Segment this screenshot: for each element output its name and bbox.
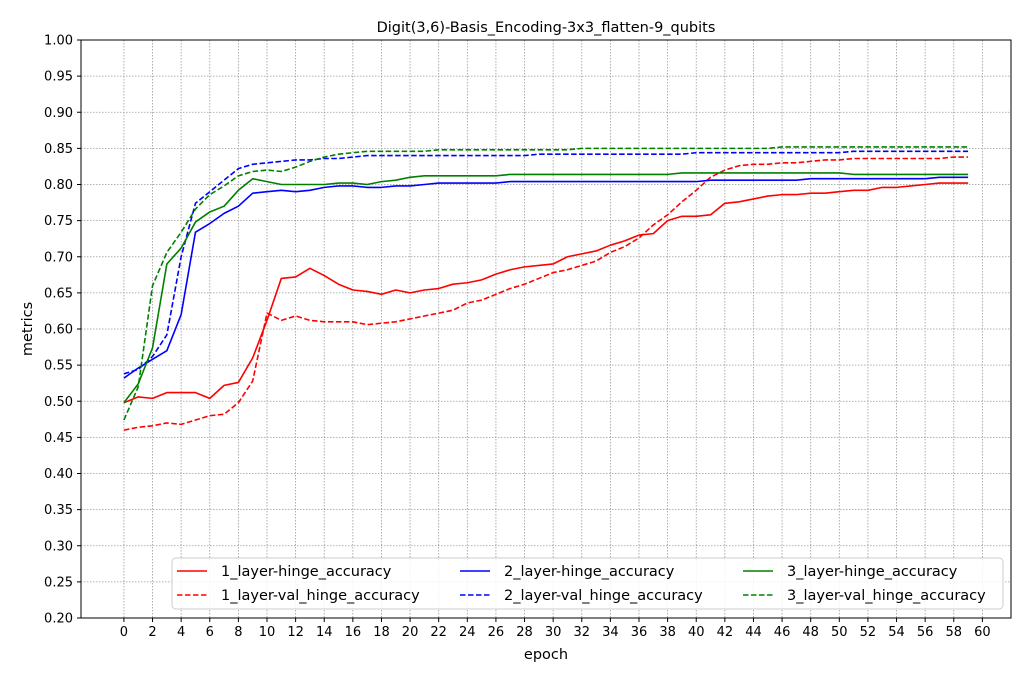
x-tick-label: 58 xyxy=(945,625,962,640)
y-tick-label: 0.20 xyxy=(44,612,73,627)
x-tick-label: 30 xyxy=(545,625,562,640)
x-tick-label: 44 xyxy=(745,625,762,640)
legend-entry-3_layer-val_hinge_accuracy: 3_layer-val_hinge_accuracy xyxy=(787,588,986,604)
y-tick-label: 0.70 xyxy=(44,250,73,265)
y-tick-label: 0.25 xyxy=(44,575,73,590)
y-tick-label: 0.40 xyxy=(44,467,73,482)
x-tick-label: 32 xyxy=(573,625,590,640)
y-tick-label: 0.50 xyxy=(44,395,73,410)
y-tick-label: 0.75 xyxy=(44,214,73,229)
y-tick-label: 0.35 xyxy=(44,503,73,518)
x-tick-label: 52 xyxy=(860,625,877,640)
x-tick-label: 14 xyxy=(316,625,333,640)
series-line-2_layer-val_hinge_accuracy xyxy=(123,150,969,375)
x-axis-ticks: 0 2 4 6 8 10 12 14 16 18 20 22 24 26 28 30 32 34 36 38 40 42 4… xyxy=(120,618,991,640)
y-tick-label: 0.55 xyxy=(44,359,73,374)
x-tick-label: 24 xyxy=(459,625,476,640)
x-tick-label: 6 xyxy=(206,625,214,640)
y-axis-ticks: 0.20 0.25 0.30 0.35 0.40 0.45 0.50 0.55 0.60 0.65… xyxy=(44,34,81,627)
legend-entry-1_layer-val_hinge_accuracy: 1_layer-val_hinge_accuracy xyxy=(221,588,420,604)
x-tick-label: 46 xyxy=(774,625,791,640)
x-tick-label: 4 xyxy=(177,625,185,640)
legend: 1_layer-hinge_accuracy 1_layer-val_hinge_… xyxy=(171,557,1004,610)
y-tick-label: 0.65 xyxy=(44,286,73,301)
legend-entry-2_layer-hinge_accuracy: 2_layer-hinge_accuracy xyxy=(504,564,675,580)
y-tick-label: 0.85 xyxy=(44,142,73,157)
x-tick-label: 2 xyxy=(148,625,156,640)
y-tick-label: 0.30 xyxy=(44,539,73,554)
y-tick-label: 0.60 xyxy=(44,323,73,338)
y-tick-label: 0.95 xyxy=(44,70,73,85)
series-line-3_layer-hinge_accuracy xyxy=(123,172,969,404)
x-tick-label: 16 xyxy=(345,625,362,640)
x-tick-label: 8 xyxy=(234,625,242,640)
legend-box xyxy=(171,557,1004,610)
legend-entry-3_layer-hinge_accuracy: 3_layer-hinge_accuracy xyxy=(787,564,958,580)
legend-entry-2_layer-val_hinge_accuracy: 2_layer-val_hinge_accuracy xyxy=(504,588,703,604)
y-tick-label: 0.45 xyxy=(44,431,73,446)
x-tick-label: 50 xyxy=(831,625,848,640)
x-tick-label: 18 xyxy=(373,625,390,640)
x-tick-label: 54 xyxy=(888,625,905,640)
x-tick-label: 34 xyxy=(602,625,619,640)
legend-entry-1_layer-hinge_accuracy: 1_layer-hinge_accuracy xyxy=(221,564,392,580)
series-line-1_layer-val_hinge_accuracy xyxy=(123,156,969,431)
y-tick-label: 0.90 xyxy=(44,106,73,121)
x-tick-label: 12 xyxy=(287,625,304,640)
x-tick-label: 42 xyxy=(717,625,734,640)
series-lines xyxy=(123,146,969,431)
y-tick-label: 1.00 xyxy=(44,34,73,49)
y-axis-label: metrics xyxy=(20,302,36,356)
x-tick-label: 20 xyxy=(402,625,419,640)
x-tick-label: 10 xyxy=(259,625,276,640)
y-tick-label: 0.80 xyxy=(44,178,73,193)
x-tick-label: 26 xyxy=(488,625,505,640)
x-tick-label: 60 xyxy=(974,625,991,640)
series-line-3_layer-val_hinge_accuracy xyxy=(123,146,969,421)
series-line-2_layer-hinge_accuracy xyxy=(123,176,969,379)
x-tick-label: 56 xyxy=(917,625,934,640)
x-tick-label: 38 xyxy=(659,625,676,640)
chart-title: Digit(3,6)-Basis_Encoding-3x3_flatten-9_… xyxy=(377,20,716,36)
x-tick-label: 28 xyxy=(516,625,533,640)
x-tick-label: 22 xyxy=(430,625,447,640)
x-tick-label: 40 xyxy=(688,625,705,640)
x-tick-label: 0 xyxy=(120,625,128,640)
x-axis-label: epoch xyxy=(524,647,568,663)
x-tick-label: 48 xyxy=(802,625,819,640)
x-tick-label: 36 xyxy=(631,625,648,640)
